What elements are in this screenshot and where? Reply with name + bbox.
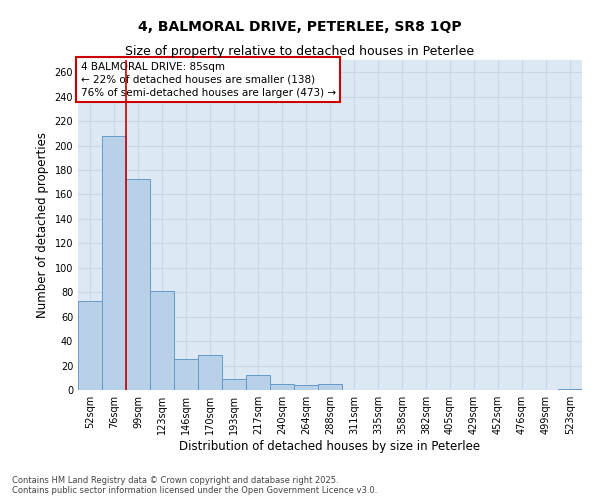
Y-axis label: Number of detached properties: Number of detached properties [36, 132, 49, 318]
Bar [318, 384, 342, 390]
Bar [246, 376, 270, 390]
Text: 4 BALMORAL DRIVE: 85sqm
← 22% of detached houses are smaller (138)
76% of semi-d: 4 BALMORAL DRIVE: 85sqm ← 22% of detache… [80, 62, 335, 98]
Text: Contains public sector information licensed under the Open Government Licence v3: Contains public sector information licen… [12, 486, 377, 495]
Bar [294, 385, 318, 390]
X-axis label: Distribution of detached houses by size in Peterlee: Distribution of detached houses by size … [179, 440, 481, 453]
Text: 4, BALMORAL DRIVE, PETERLEE, SR8 1QP: 4, BALMORAL DRIVE, PETERLEE, SR8 1QP [138, 20, 462, 34]
Bar [126, 178, 150, 390]
Bar [270, 384, 294, 390]
Text: Contains HM Land Registry data © Crown copyright and database right 2025.: Contains HM Land Registry data © Crown c… [12, 476, 338, 485]
Bar [150, 291, 174, 390]
Text: Size of property relative to detached houses in Peterlee: Size of property relative to detached ho… [125, 45, 475, 58]
Bar [78, 301, 102, 390]
Bar [198, 354, 222, 390]
Bar [558, 389, 582, 390]
Bar [222, 379, 246, 390]
Bar [102, 136, 126, 390]
Bar [174, 360, 198, 390]
